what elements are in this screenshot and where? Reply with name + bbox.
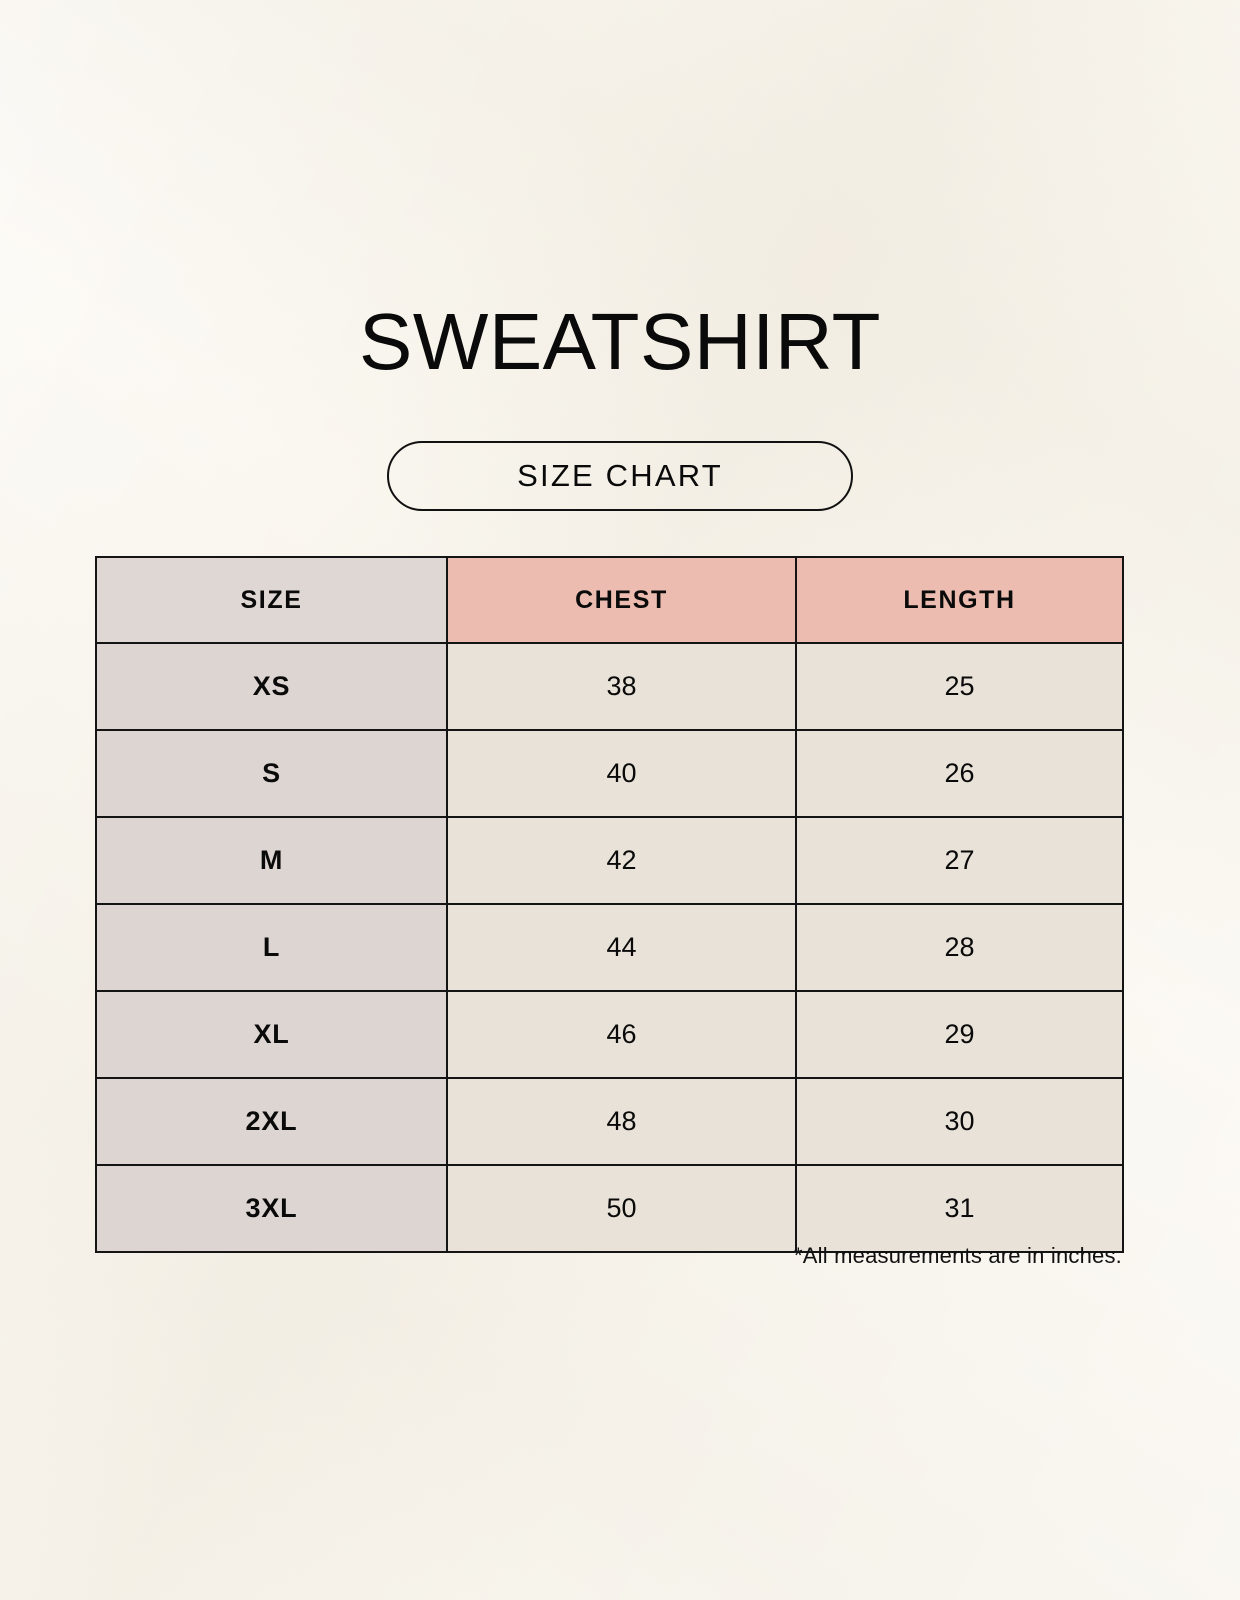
cell-size: 2XL — [95, 1077, 448, 1166]
size-table-header: SIZE CHEST LENGTH — [95, 556, 1124, 644]
table-row: L 44 28 — [95, 903, 1124, 992]
size-table-container: SIZE CHEST LENGTH XS 38 25 S 40 26 M — [95, 556, 1124, 1253]
column-header-length: LENGTH — [795, 556, 1124, 644]
table-header-row: SIZE CHEST LENGTH — [95, 556, 1124, 644]
cell-length: 28 — [795, 903, 1124, 992]
cell-size: XL — [95, 990, 448, 1079]
cell-chest: 46 — [446, 990, 797, 1079]
table-row: M 42 27 — [95, 816, 1124, 905]
cell-length: 29 — [795, 990, 1124, 1079]
cell-size: L — [95, 903, 448, 992]
table-row: 3XL 50 31 — [95, 1164, 1124, 1253]
column-header-chest: CHEST — [446, 556, 797, 644]
cell-chest: 40 — [446, 729, 797, 818]
cell-size: M — [95, 816, 448, 905]
page-title: SWEATSHIRT — [358, 297, 882, 386]
size-chart-badge: SIZE CHART — [387, 441, 853, 511]
size-table-body: XS 38 25 S 40 26 M 42 27 L 44 28 — [95, 642, 1124, 1253]
cell-size: XS — [95, 642, 448, 731]
cell-size: 3XL — [95, 1164, 448, 1253]
cell-chest: 44 — [446, 903, 797, 992]
cell-length: 25 — [795, 642, 1124, 731]
table-row: XL 46 29 — [95, 990, 1124, 1079]
cell-size: S — [95, 729, 448, 818]
table-row: 2XL 48 30 — [95, 1077, 1124, 1166]
cell-length: 26 — [795, 729, 1124, 818]
cell-chest: 48 — [446, 1077, 797, 1166]
cell-length: 30 — [795, 1077, 1124, 1166]
measurement-units-footnote: *All measurements are in inches. — [794, 1243, 1122, 1268]
cell-length: 27 — [795, 816, 1124, 905]
size-table: SIZE CHEST LENGTH XS 38 25 S 40 26 M — [95, 556, 1124, 1253]
table-row: XS 38 25 — [95, 642, 1124, 731]
table-row: S 40 26 — [95, 729, 1124, 818]
cell-length: 31 — [795, 1164, 1124, 1253]
cell-chest: 42 — [446, 816, 797, 905]
cell-chest: 50 — [446, 1164, 797, 1253]
cell-chest: 38 — [446, 642, 797, 731]
column-header-size: SIZE — [95, 556, 448, 644]
size-chart-badge-label: SIZE CHART — [517, 458, 723, 493]
